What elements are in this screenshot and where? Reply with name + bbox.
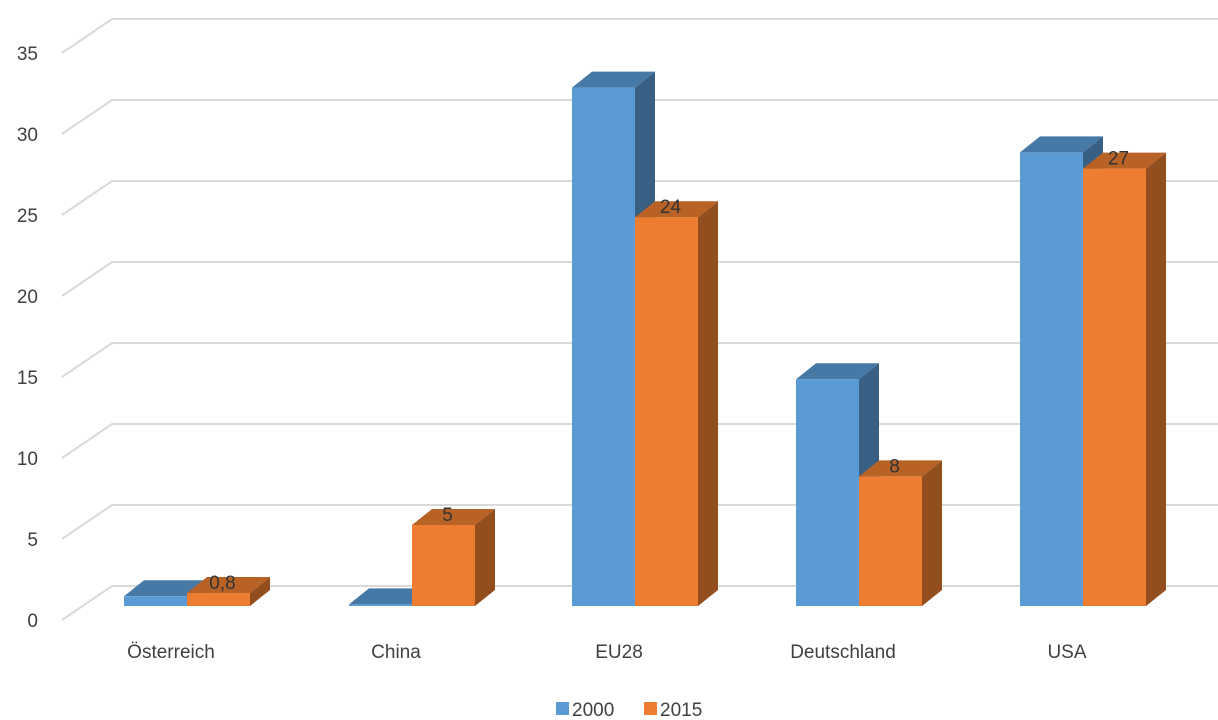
data-label-2015-USA: 27 xyxy=(1108,149,1129,170)
bar-2015-EU28 xyxy=(635,201,718,606)
legend: 2000 2015 xyxy=(556,700,702,720)
bar-2015-Österreich xyxy=(187,577,270,606)
gridline-20 xyxy=(61,261,1218,297)
bars xyxy=(124,71,1166,607)
legend-label: 2000 xyxy=(572,700,614,720)
x-category-label: USA xyxy=(1047,642,1086,663)
legend-item-2000: 2000 xyxy=(556,700,614,720)
gridline-30 xyxy=(61,99,1218,135)
legend-item-2015: 2015 xyxy=(644,700,702,720)
gridlines xyxy=(61,18,1218,621)
y-tick-label: 0 xyxy=(27,611,38,632)
bar-2015-Deutschland xyxy=(859,460,942,606)
bar-2015-China xyxy=(412,509,495,606)
y-tick-label: 10 xyxy=(17,449,38,470)
y-tick-label: 5 xyxy=(27,530,38,551)
y-tick-label: 25 xyxy=(17,206,38,227)
gridline-25 xyxy=(61,180,1218,216)
legend-swatch xyxy=(644,702,657,715)
data-label-2015-Deutschland: 8 xyxy=(889,456,900,477)
x-category-label: Deutschland xyxy=(790,642,896,663)
data-label-2015-China: 5 xyxy=(442,505,453,526)
gridline-15 xyxy=(61,342,1218,378)
data-label-2015-EU28: 24 xyxy=(660,197,682,218)
x-category-label: China xyxy=(371,642,421,663)
legend-swatch xyxy=(556,702,569,715)
y-axis-ticks: 0 5 10 15 20 25 30 35 xyxy=(17,44,38,632)
legend-label: 2015 xyxy=(660,700,702,720)
y-tick-label: 20 xyxy=(17,287,38,308)
bar-2015-USA xyxy=(1083,152,1166,606)
x-category-label: Österreich xyxy=(127,642,215,663)
data-labels: 0,8 5 24 8 27 xyxy=(209,149,1129,594)
x-axis-categories: Österreich China EU28 Deutschland USA xyxy=(127,642,1087,663)
y-tick-label: 30 xyxy=(17,125,38,146)
y-tick-label: 15 xyxy=(17,368,38,389)
x-category-label: EU28 xyxy=(595,642,643,663)
data-label-2015-Österreich: 0,8 xyxy=(209,573,235,594)
y-tick-label: 35 xyxy=(17,44,38,65)
gridline-35 xyxy=(61,18,1218,54)
